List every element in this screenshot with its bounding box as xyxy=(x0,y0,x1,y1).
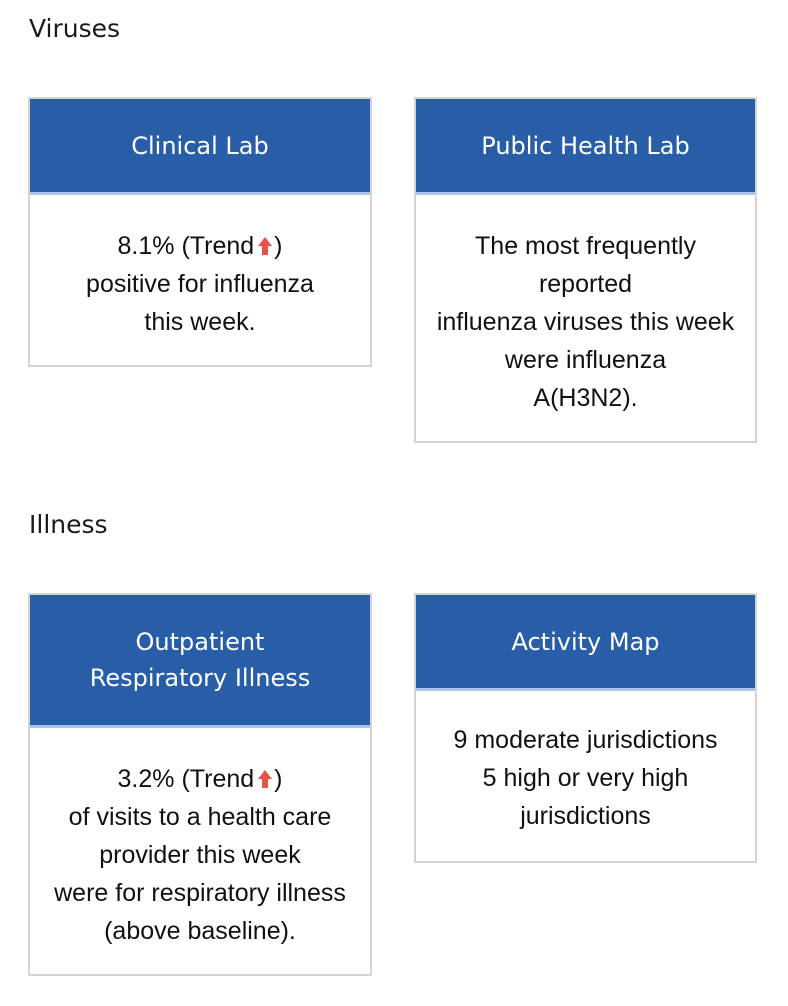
arrow-up-icon xyxy=(258,237,273,255)
card-title-line: Respiratory Illness xyxy=(89,664,311,692)
card-title: Activity Map xyxy=(511,627,660,656)
section-title-illness: Illness xyxy=(29,510,108,539)
card-body-public-health-lab: The most frequently reported influenza v… xyxy=(416,195,755,441)
card-text-line: jurisdictions xyxy=(520,802,651,830)
arrow-up-icon xyxy=(258,770,273,788)
card-text-line: influenza viruses this week xyxy=(436,308,735,336)
trend-close: ) xyxy=(274,232,283,260)
card-body-clinical-lab: 8.1% (Trend) positive for influenza this… xyxy=(30,195,370,365)
card-text-line: 9 moderate jurisdictions xyxy=(453,726,718,754)
card-text-line: A(H3N2). xyxy=(533,384,638,412)
section-title-viruses: Viruses xyxy=(29,14,121,43)
card-text-line: reported xyxy=(538,270,633,298)
card-text-line: this week. xyxy=(144,308,256,336)
card-clinical-lab[interactable]: Clinical Lab 8.1% (Trend) positive for i… xyxy=(28,97,372,367)
card-text-line: positive for influenza xyxy=(86,270,314,298)
trend-value: 3.2% (Trend xyxy=(117,765,255,793)
card-outpatient-respiratory-illness[interactable]: Outpatient Respiratory Illness 3.2% (Tre… xyxy=(28,593,372,976)
card-title: Clinical Lab xyxy=(131,131,269,160)
trend-close: ) xyxy=(274,765,283,793)
card-title-line: Outpatient xyxy=(135,628,265,656)
card-text-line: provider this week xyxy=(99,841,301,869)
card-text-line: (above baseline). xyxy=(104,917,296,945)
card-header-outpatient-respiratory-illness[interactable]: Outpatient Respiratory Illness xyxy=(30,595,370,728)
card-body-activity-map: 9 moderate jurisdictions 5 high or very … xyxy=(416,691,755,859)
trend-value: 8.1% (Trend xyxy=(117,232,255,260)
card-title: Public Health Lab xyxy=(481,131,690,160)
card-body-outpatient-respiratory-illness: 3.2% (Trend) of visits to a health care … xyxy=(30,728,370,974)
card-public-health-lab[interactable]: Public Health Lab The most frequently re… xyxy=(414,97,757,443)
card-header-public-health-lab[interactable]: Public Health Lab xyxy=(416,99,755,195)
card-text-line: of visits to a health care xyxy=(68,803,332,831)
trend-line: 8.1% (Trend) xyxy=(34,227,366,265)
card-header-activity-map[interactable]: Activity Map xyxy=(416,595,755,691)
card-text-line: were for respiratory illness xyxy=(54,879,346,907)
card-text-line: 5 high or very high xyxy=(482,764,689,792)
card-header-clinical-lab[interactable]: Clinical Lab xyxy=(30,99,370,195)
card-text-line: The most frequently xyxy=(475,232,696,260)
card-text-line: were influenza xyxy=(504,346,667,374)
card-activity-map[interactable]: Activity Map 9 moderate jurisdictions 5 … xyxy=(414,593,757,863)
trend-line: 3.2% (Trend) xyxy=(34,760,366,798)
